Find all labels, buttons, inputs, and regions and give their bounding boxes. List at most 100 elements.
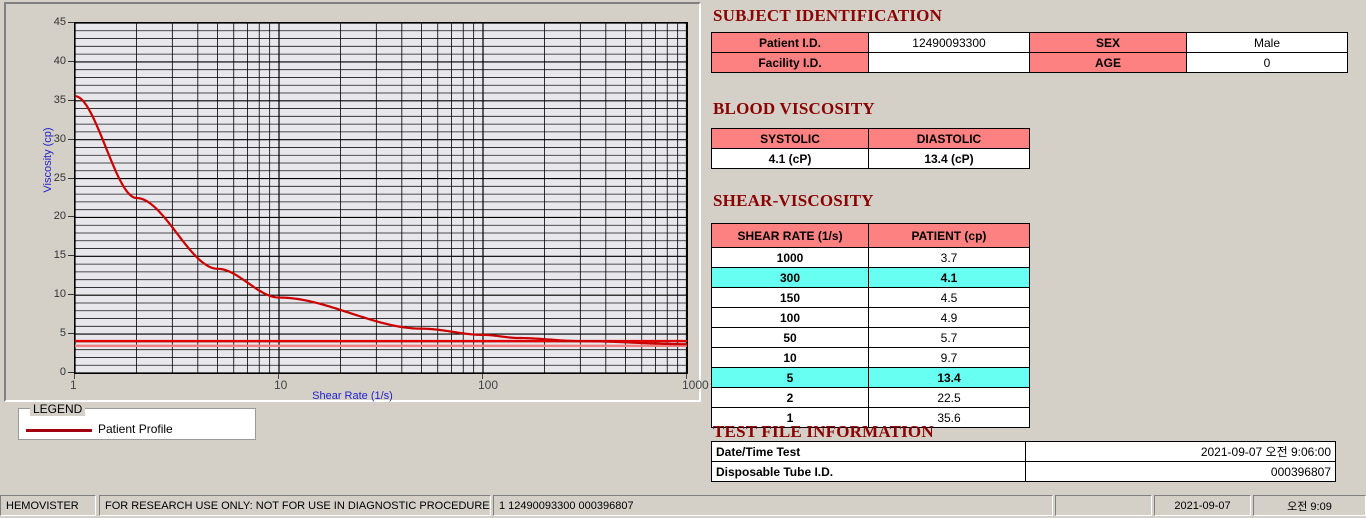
patient-value-cell: 35.6 bbox=[868, 407, 1030, 428]
plot-area bbox=[74, 22, 688, 374]
chart-svg bbox=[75, 23, 687, 373]
status-time: 오전 9:09 bbox=[1253, 495, 1366, 516]
facility-id-value[interactable] bbox=[868, 52, 1030, 73]
table-row: SYSTOLIC DIASTOLIC bbox=[711, 128, 1030, 149]
y-axis-tick-mark bbox=[68, 138, 74, 140]
y-axis-tick-label: 40 bbox=[53, 54, 66, 67]
table-row: 100 4.9 bbox=[711, 307, 1030, 328]
table-row: 5 13.4 bbox=[711, 367, 1030, 388]
table-row: 2 22.5 bbox=[711, 387, 1030, 408]
patient-value-cell: 5.7 bbox=[868, 327, 1030, 348]
x-axis-tick-label: 1 bbox=[70, 378, 77, 392]
y-axis-tick-label: 5 bbox=[59, 327, 66, 340]
shear-viscosity-title: SHEAR-VISCOSITY bbox=[713, 191, 874, 210]
blood-viscosity-title: BLOOD VISCOSITY bbox=[713, 99, 875, 118]
patient-value-cell: 3.7 bbox=[868, 247, 1030, 268]
subject-identification-table: Patient I.D. 12490093300 SEX Male Facili… bbox=[711, 32, 1348, 73]
vertical-gridlines bbox=[75, 23, 687, 373]
table-header-row: SHEAR RATE (1/s) PATIENT (cp) bbox=[711, 223, 1030, 248]
patient-value-cell: 9.7 bbox=[868, 347, 1030, 368]
horizontal-minor-gridlines bbox=[75, 30, 687, 366]
y-axis-tick-label: 15 bbox=[53, 249, 66, 262]
patient-value-cell: 22.5 bbox=[868, 387, 1030, 408]
table-row: 50 5.7 bbox=[711, 327, 1030, 348]
y-axis-title: Viscosity (cp) bbox=[42, 127, 54, 193]
legend-label-patient-profile: Patient Profile bbox=[98, 422, 173, 436]
plot-wrapper: Viscosity (cp) Shear Rate (1/s) 0 5 10 15 20… bbox=[6, 4, 709, 402]
blood-viscosity-table: SYSTOLIC DIASTOLIC 4.1 (cP) 13.4 (cP) bbox=[711, 128, 1030, 169]
status-date: 2021-09-07 bbox=[1154, 495, 1251, 516]
diastolic-value: 13.4 (cP) bbox=[868, 148, 1030, 169]
disposable-tube-id-value: 000396807 bbox=[1025, 461, 1336, 482]
y-axis-tick-label: 0 bbox=[59, 366, 66, 378]
y-axis-tick-mark bbox=[68, 294, 74, 296]
patient-value-cell: 4.1 bbox=[868, 267, 1030, 288]
subject-identification-title: SUBJECT IDENTIFICATION bbox=[713, 6, 943, 25]
patient-header: PATIENT (cp) bbox=[868, 223, 1030, 248]
x-axis-tick-label: 10 bbox=[274, 378, 288, 392]
patient-id-value[interactable]: 12490093300 bbox=[868, 32, 1030, 53]
y-axis-tick-label: 10 bbox=[53, 288, 66, 301]
table-row: 10 9.7 bbox=[711, 347, 1030, 368]
status-blank bbox=[1055, 495, 1152, 516]
age-label: AGE bbox=[1029, 52, 1187, 73]
shear-rate-cell: 1000 bbox=[711, 247, 869, 268]
x-axis-tick-label: 100 bbox=[478, 378, 499, 392]
systolic-value: 4.1 (cP) bbox=[711, 148, 869, 169]
x-axis-tick-mark bbox=[74, 374, 75, 379]
shear-rate-cell: 2 bbox=[711, 387, 869, 408]
table-row: 4.1 (cP) 13.4 (cP) bbox=[711, 148, 1030, 169]
table-row: 1000 3.7 bbox=[711, 247, 1030, 268]
y-axis-tick-mark bbox=[68, 372, 74, 373]
horizontal-major-gridlines bbox=[75, 23, 687, 373]
shear-rate-cell: 50 bbox=[711, 327, 869, 348]
y-axis-tick-label: 45 bbox=[53, 16, 66, 28]
y-axis-tick-mark bbox=[68, 216, 74, 218]
shear-rate-cell: 300 bbox=[711, 267, 869, 288]
sex-value[interactable]: Male bbox=[1186, 32, 1348, 53]
y-axis-tick-label: 30 bbox=[53, 132, 66, 145]
x-axis-tick-mark bbox=[686, 374, 687, 379]
shear-rate-cell: 150 bbox=[711, 287, 869, 308]
viscosity-chart-panel: Viscosity (cp) Shear Rate (1/s) 0 5 10 15 20… bbox=[4, 2, 709, 402]
y-axis-tick-label: 25 bbox=[53, 171, 66, 184]
date-time-test-label: Date/Time Test bbox=[711, 441, 1026, 462]
x-axis-tick-mark bbox=[482, 374, 483, 379]
y-axis-tick-mark bbox=[68, 60, 74, 62]
y-axis-tick-label: 35 bbox=[53, 93, 66, 106]
table-row: Disposable Tube I.D. 000396807 bbox=[711, 461, 1336, 482]
test-file-information-table: Date/Time Test 2021-09-07 오전 9:06:00 Dis… bbox=[711, 441, 1336, 482]
patient-value-cell: 4.9 bbox=[868, 307, 1030, 328]
shear-rate-header: SHEAR RATE (1/s) bbox=[711, 223, 869, 248]
sex-label: SEX bbox=[1029, 32, 1187, 53]
y-axis-tick-mark bbox=[68, 22, 74, 23]
table-row: 150 4.5 bbox=[711, 287, 1030, 308]
status-record: 1 12490093300 000396807 bbox=[493, 495, 1053, 516]
table-row: Date/Time Test 2021-09-07 오전 9:06:00 bbox=[711, 441, 1336, 462]
y-axis-tick-label: 20 bbox=[53, 210, 66, 223]
table-row: 300 4.1 bbox=[711, 267, 1030, 288]
shear-viscosity-table: SHEAR RATE (1/s) PATIENT (cp) 1000 3.7 300… bbox=[711, 223, 1030, 428]
y-axis-tick-mark bbox=[68, 333, 74, 335]
age-value[interactable]: 0 bbox=[1186, 52, 1348, 73]
status-disclaimer: FOR RESEARCH USE ONLY: NOT FOR USE IN DI… bbox=[99, 495, 491, 516]
patient-value-cell: 4.5 bbox=[868, 287, 1030, 308]
patient-value-cell: 13.4 bbox=[868, 367, 1030, 388]
status-bar: HEMOVISTER FOR RESEARCH USE ONLY: NOT FO… bbox=[0, 493, 1366, 518]
patient-profile-curve bbox=[75, 95, 687, 346]
table-row: Facility I.D. AGE 0 bbox=[711, 52, 1348, 73]
report-column: SUBJECT IDENTIFICATION Patient I.D. 1249… bbox=[711, 0, 1361, 490]
date-time-test-value: 2021-09-07 오전 9:06:00 bbox=[1025, 441, 1336, 462]
y-axis-tick-mark bbox=[68, 177, 74, 179]
table-row: 1 35.6 bbox=[711, 407, 1030, 428]
test-file-information-title: TEST FILE INFORMATION bbox=[713, 422, 934, 441]
systolic-header: SYSTOLIC bbox=[711, 128, 869, 149]
y-axis-tick-mark bbox=[68, 99, 74, 101]
diastolic-header: DIASTOLIC bbox=[868, 128, 1030, 149]
legend-title: LEGEND bbox=[30, 402, 86, 416]
shear-rate-cell: 100 bbox=[711, 307, 869, 328]
table-row: Patient I.D. 12490093300 SEX Male bbox=[711, 32, 1348, 53]
shear-rate-cell: 10 bbox=[711, 347, 869, 368]
facility-id-label: Facility I.D. bbox=[711, 52, 869, 73]
